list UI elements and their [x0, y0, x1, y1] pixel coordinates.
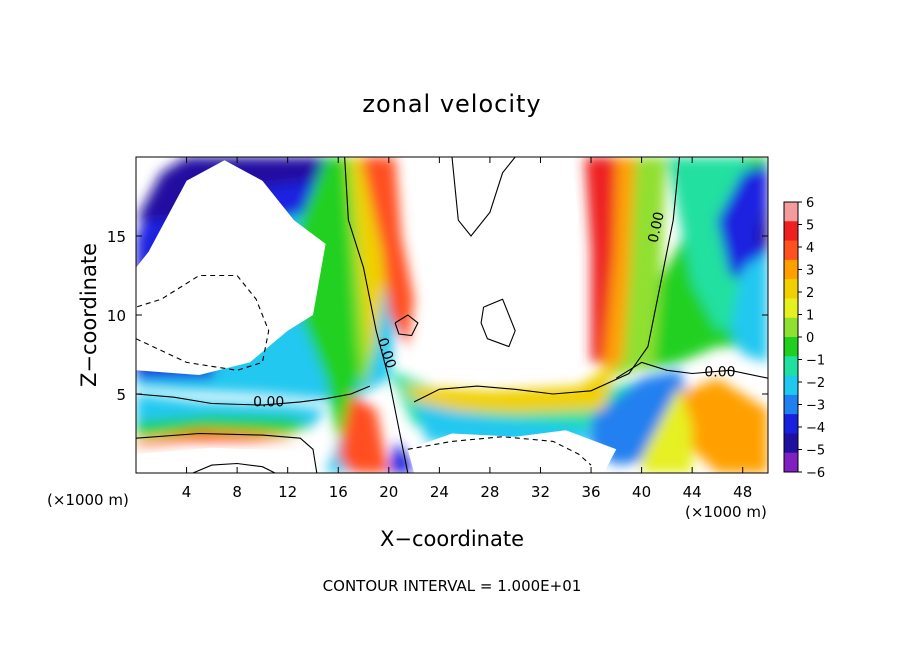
x-unit-right: (×1000 m): [685, 503, 767, 521]
y-tick-label: 15: [107, 228, 126, 246]
contour-line: [136, 432, 318, 473]
colorbar-tick-label: 2: [806, 286, 814, 301]
contour-label: 0.00: [646, 210, 668, 244]
field-region: [755, 204, 768, 260]
colorbar-tick-label: 0: [806, 331, 814, 346]
field-region: [338, 394, 389, 473]
field-zero-region: [136, 160, 326, 375]
contour-line: [192, 462, 276, 473]
colorbar-swatch: [784, 240, 798, 261]
y-tick-label: 5: [116, 386, 126, 404]
contour-line-negative: [407, 436, 592, 466]
field-region: [679, 378, 768, 473]
colorbar-tick-label: −2: [806, 376, 825, 391]
field-zero-region: [136, 447, 313, 473]
colorbar: 6 5 4 3 2 1 0 −1 −2 −3 −4 −5 −6: [783, 196, 825, 481]
chart-title: zonal velocity: [362, 90, 541, 118]
colorbar-swatch: [784, 202, 798, 222]
field-zero-region: [407, 430, 617, 473]
field-region: [584, 157, 617, 363]
contour-line: [616, 361, 768, 379]
field-region: [136, 430, 301, 447]
contour-line: [480, 298, 516, 348]
x-tick-label: 4: [182, 483, 192, 501]
x-tick-label: 40: [632, 483, 651, 501]
contour-line: [344, 157, 409, 473]
contour-line: [394, 314, 419, 337]
colorbar-tick-label: 4: [806, 241, 814, 256]
colorbar-tick-label: 6: [806, 196, 814, 211]
colorbar-swatch: [784, 452, 798, 473]
colorbar-tick-label: −3: [806, 399, 825, 414]
field-region: [136, 416, 313, 437]
colorbar-swatch: [784, 317, 798, 338]
colorbar-swatch: [784, 394, 798, 415]
x-axis-label: X−coordinate: [380, 527, 524, 551]
x-tick-label: 8: [232, 483, 242, 501]
contour-line: [413, 157, 681, 403]
colorbar-swatch: [784, 337, 798, 357]
x-unit-left: (×1000 m): [47, 491, 129, 509]
contour-line: [136, 385, 371, 406]
field-region: [717, 164, 768, 284]
y-tick-label: 10: [107, 307, 126, 325]
contour-line-negative: [136, 274, 270, 371]
y-axis-label: Z−coordinate: [77, 243, 101, 387]
x-tick-label: 28: [480, 483, 499, 501]
x-tick-label: 36: [581, 483, 600, 501]
colorbar-tick-label: −1: [806, 354, 825, 369]
x-tick-label: 16: [329, 483, 348, 501]
heatmap-field: [136, 157, 768, 473]
contour-label: 0.00: [253, 395, 284, 411]
colorbar-swatch: [784, 414, 798, 434]
contour-interval-note: CONTOUR INTERVAL = 1.000E+01: [323, 577, 582, 595]
colorbar-swatch: [784, 279, 798, 299]
field-region: [388, 441, 415, 473]
colorbar-tick-label: 3: [806, 264, 814, 279]
x-tick-label: 32: [531, 483, 550, 501]
field-region: [641, 386, 693, 473]
contour-label: 0.00: [704, 365, 735, 381]
colorbar-tick-label: −5: [806, 444, 825, 459]
colorbar-swatch: [784, 259, 798, 280]
colorbar-tick-label: −4: [806, 421, 825, 436]
contour-line: [451, 157, 516, 237]
colorbar-tick-label: 5: [806, 219, 814, 234]
colorbar-tick-label: −6: [806, 466, 825, 481]
field-zero-region: [407, 157, 579, 379]
colorbar-swatch: [784, 221, 798, 242]
x-tick-label: 12: [278, 483, 297, 501]
colorbar-tick-label: 1: [806, 309, 814, 324]
colorbar-swatch: [784, 375, 798, 396]
colorbar-swatch: [784, 356, 798, 377]
x-tick-label: 44: [683, 483, 702, 501]
colorbar-swatch: [784, 298, 798, 319]
x-tick-label: 48: [733, 483, 752, 501]
field-region: [361, 157, 415, 347]
field-region: [730, 251, 768, 363]
x-tick-label: 24: [430, 483, 449, 501]
field-region: [401, 362, 617, 413]
x-tick-label: 20: [379, 483, 398, 501]
colorbar-swatch: [784, 433, 798, 454]
